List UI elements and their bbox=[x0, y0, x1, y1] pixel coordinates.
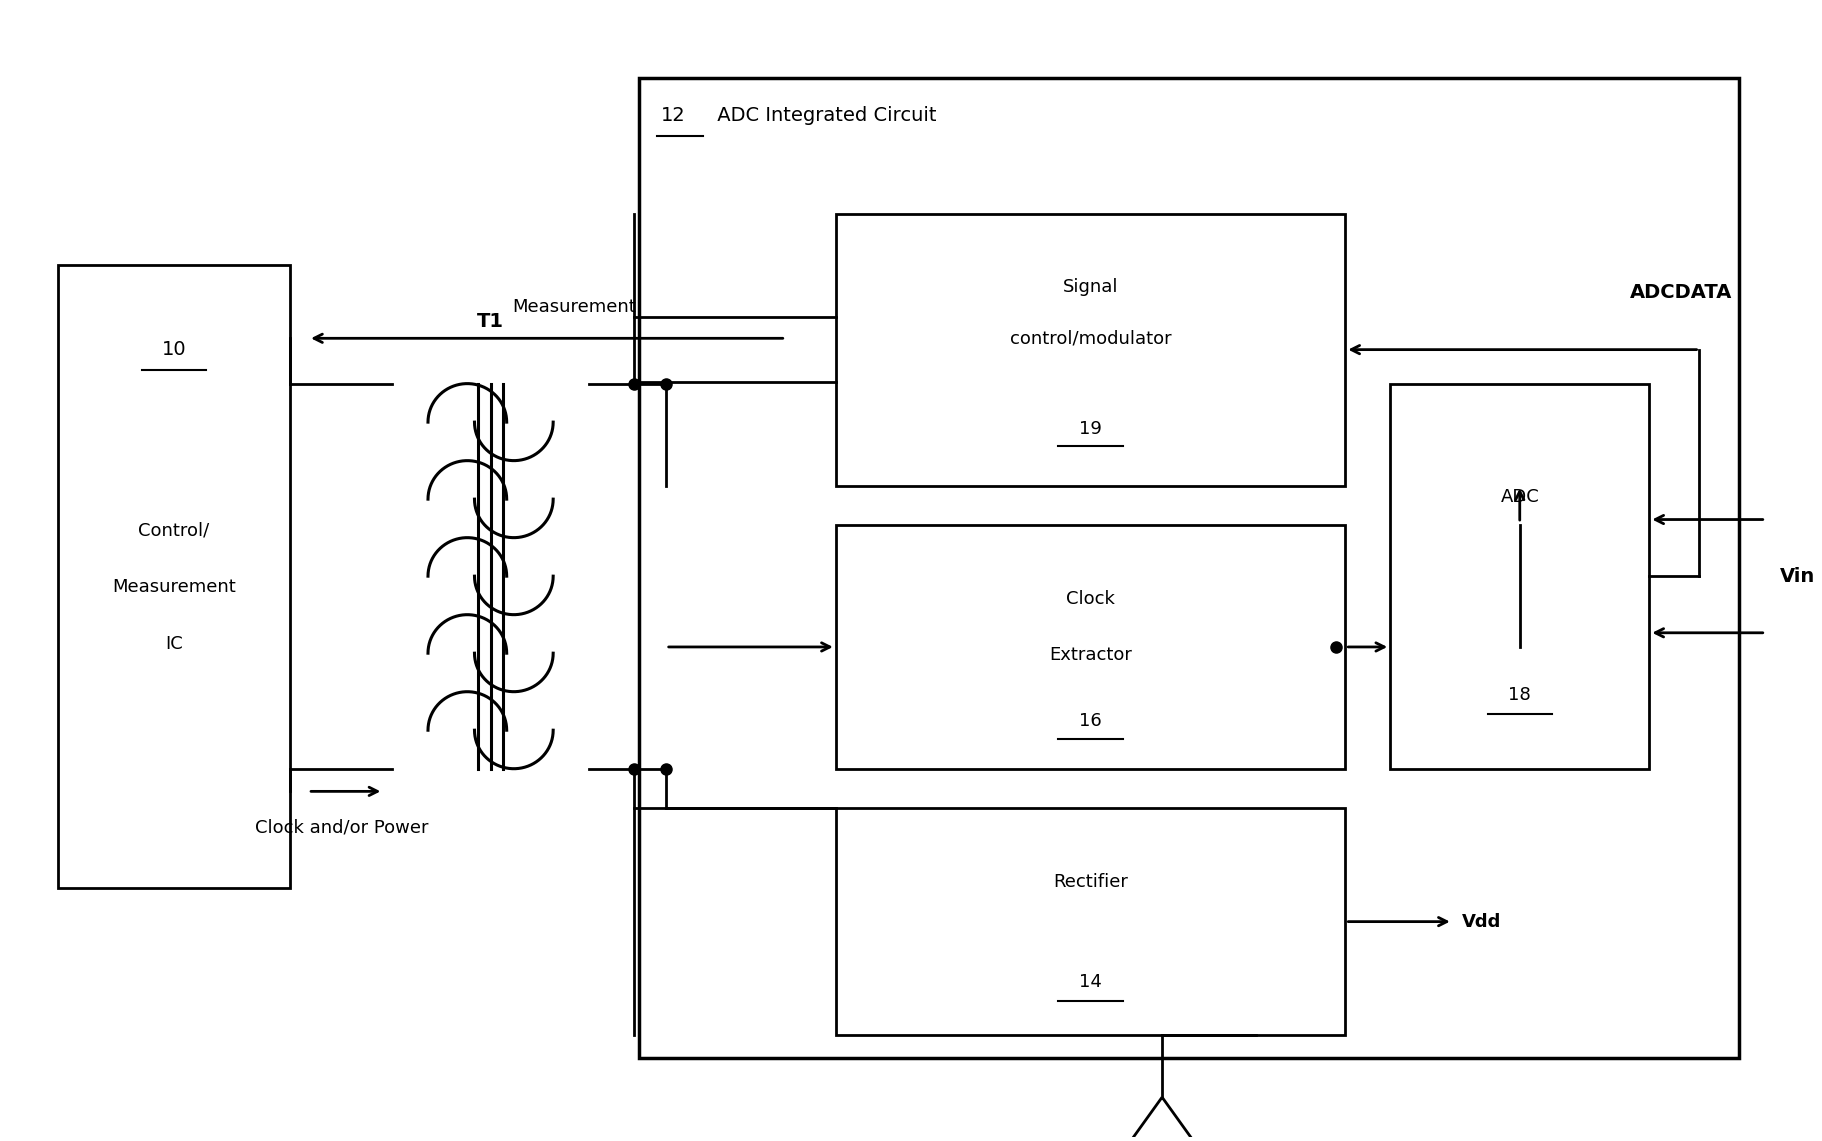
Text: Rectifier: Rectifier bbox=[1053, 873, 1128, 891]
Text: Measurement: Measurement bbox=[512, 298, 636, 316]
Text: 12: 12 bbox=[660, 106, 685, 124]
Bar bbox=[836, 525, 1345, 769]
Bar bbox=[836, 808, 1345, 1035]
Text: 16: 16 bbox=[1079, 712, 1102, 730]
Text: IC: IC bbox=[166, 636, 182, 653]
Text: T1: T1 bbox=[477, 311, 505, 331]
Text: Clock and/or Power: Clock and/or Power bbox=[255, 818, 428, 836]
Text: 14: 14 bbox=[1079, 972, 1102, 990]
Text: Control/: Control/ bbox=[138, 521, 210, 540]
Text: ADC Integrated Circuit: ADC Integrated Circuit bbox=[711, 106, 937, 124]
Text: 19: 19 bbox=[1079, 420, 1102, 438]
Text: Extractor: Extractor bbox=[1049, 647, 1131, 664]
Text: Vdd: Vdd bbox=[1461, 913, 1501, 931]
Text: 18: 18 bbox=[1509, 686, 1530, 704]
Text: Clock: Clock bbox=[1066, 590, 1115, 608]
Text: 10: 10 bbox=[162, 340, 186, 359]
Text: Vin: Vin bbox=[1780, 567, 1815, 585]
Text: ADCDATA: ADCDATA bbox=[1631, 283, 1733, 302]
Text: ADC: ADC bbox=[1500, 488, 1540, 505]
Bar bbox=[836, 213, 1345, 486]
Text: control/modulator: control/modulator bbox=[1009, 330, 1172, 347]
Bar bbox=[58, 265, 290, 888]
Bar bbox=[640, 78, 1738, 1058]
Text: Measurement: Measurement bbox=[113, 578, 235, 597]
Text: Signal: Signal bbox=[1062, 278, 1119, 297]
Bar bbox=[1390, 383, 1649, 769]
